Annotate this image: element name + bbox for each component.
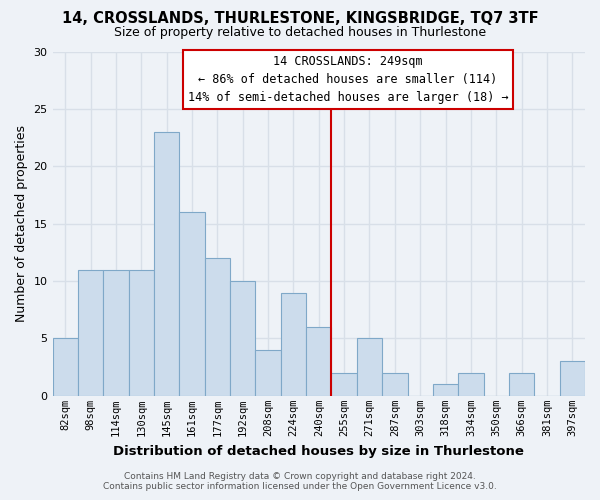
Bar (179, 212, 205, 396)
Text: Contains HM Land Registry data © Crown copyright and database right 2024.
Contai: Contains HM Land Registry data © Crown c… (103, 472, 497, 491)
Bar (433, 384, 458, 396)
Bar (281, 292, 306, 396)
Bar (357, 338, 382, 396)
X-axis label: Distribution of detached houses by size in Thurlestone: Distribution of detached houses by size … (113, 444, 524, 458)
Text: 14, CROSSLANDS, THURLESTONE, KINGSBRIDGE, TQ7 3TF: 14, CROSSLANDS, THURLESTONE, KINGSBRIDGE… (62, 11, 538, 26)
Bar (382, 373, 407, 396)
Y-axis label: Number of detached properties: Number of detached properties (15, 125, 28, 322)
Bar (306, 327, 331, 396)
Bar (331, 373, 357, 396)
Bar (154, 132, 179, 396)
Text: Size of property relative to detached houses in Thurlestone: Size of property relative to detached ho… (114, 26, 486, 39)
Bar (205, 258, 230, 396)
Bar (256, 350, 281, 396)
Bar (78, 270, 103, 396)
Bar (509, 373, 534, 396)
Bar (128, 270, 154, 396)
Bar (53, 338, 78, 396)
Bar (230, 281, 256, 396)
Bar (560, 362, 585, 396)
Bar (458, 373, 484, 396)
Text: 14 CROSSLANDS: 249sqm
← 86% of detached houses are smaller (114)
14% of semi-det: 14 CROSSLANDS: 249sqm ← 86% of detached … (188, 55, 508, 104)
Bar (103, 270, 128, 396)
